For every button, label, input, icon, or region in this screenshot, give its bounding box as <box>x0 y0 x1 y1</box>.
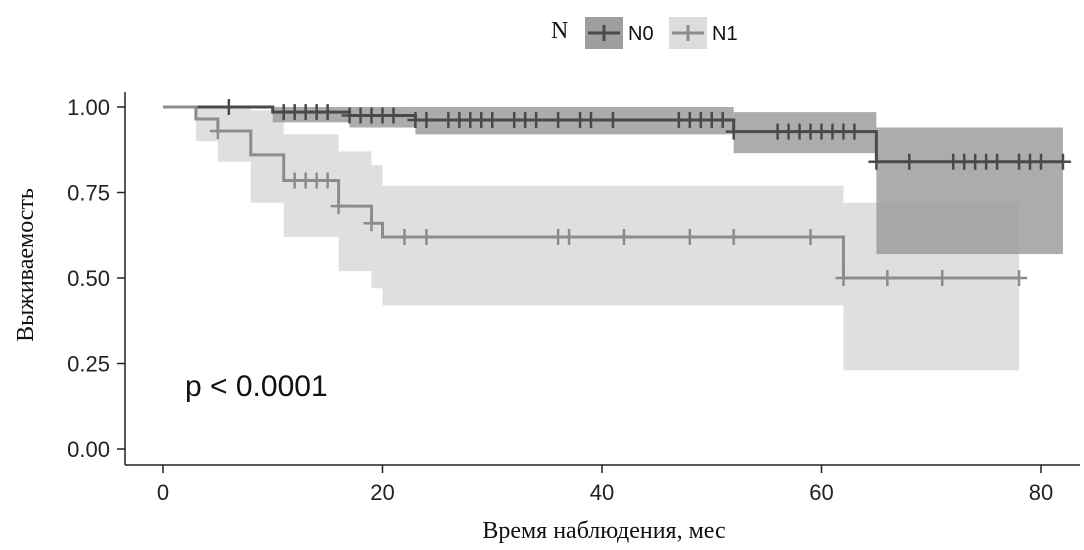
y-tick-label: 0.25 <box>67 352 110 377</box>
censor-mark-n0 <box>484 111 501 128</box>
censor-mark-n1 <box>802 228 819 245</box>
ci-band-n1 <box>382 185 844 306</box>
censor-mark-n1 <box>1011 270 1028 286</box>
censor-mark-n1 <box>681 228 698 245</box>
censor-mark-n0 <box>528 111 545 128</box>
ci-band-n0 <box>876 127 1063 255</box>
ticks: 0 20 40 60 80 0.00 0.25 0.50 0.75 1.00 <box>67 95 1053 505</box>
confidence-bands <box>195 107 1063 371</box>
x-tick-label: 40 <box>590 480 614 505</box>
y-tick-label: 0.75 <box>67 181 110 206</box>
censor-mark-n1 <box>363 215 380 232</box>
legend-cross-n1 <box>680 25 696 41</box>
censor-mark-n0 <box>1054 153 1071 170</box>
censor-mark-n1 <box>209 122 226 139</box>
censor-mark-n1 <box>418 228 435 245</box>
x-tick-label: 20 <box>370 480 394 505</box>
x-axis-title: Время наблюдения, мес <box>482 518 725 544</box>
ci-band-n1 <box>250 110 284 203</box>
censor-mark-n0 <box>385 107 402 124</box>
censor-mark-n0 <box>1033 153 1049 170</box>
censor-mark-n0 <box>583 111 600 128</box>
x-tick-label: 60 <box>809 480 833 505</box>
p-value-annotation: p < 0.0001 <box>185 370 328 403</box>
censor-mark-n0 <box>319 104 336 121</box>
censor-mark-n1 <box>879 270 896 286</box>
censor-mark-n1 <box>934 270 951 286</box>
y-axis-title: Выживаемость <box>13 188 39 342</box>
censor-mark-n0 <box>846 123 863 140</box>
legend-cross-n0 <box>596 25 612 41</box>
y-tick-label: 0.00 <box>67 437 110 462</box>
censor-mark-n1 <box>330 198 347 215</box>
censor-mark-n1 <box>835 270 852 286</box>
ci-band-n1 <box>217 107 251 162</box>
censor-mark-n0 <box>418 111 435 128</box>
censor-mark-n1 <box>396 228 413 245</box>
x-tick-label: 0 <box>157 480 169 505</box>
x-tick-label: 80 <box>1029 480 1053 505</box>
censor-mark-n1 <box>319 172 336 189</box>
censor-mark-n0 <box>989 153 1006 170</box>
censor-mark-n0 <box>714 111 731 128</box>
censor-mark-n0 <box>604 111 621 128</box>
ci-band-n1 <box>371 165 383 289</box>
censor-mark-n0 <box>901 153 918 170</box>
censor-mark-n1 <box>615 228 632 245</box>
ci-band-n1 <box>283 134 339 237</box>
censor-mark-n1 <box>561 228 578 245</box>
legend-label-n0: N0 <box>628 23 654 45</box>
censor-marks <box>209 99 1071 286</box>
y-tick-label: 1.00 <box>67 95 110 120</box>
legend-title: N <box>551 18 568 44</box>
legend: N N0 N1 <box>551 17 738 49</box>
censor-mark-n0 <box>550 111 567 128</box>
ci-band-n1 <box>338 151 372 272</box>
legend-label-n1: N1 <box>712 23 738 45</box>
censor-mark-n0 <box>725 123 742 140</box>
censor-mark-n0 <box>220 99 237 115</box>
ci-band-n1 <box>195 107 218 142</box>
y-tick-label: 0.50 <box>67 266 110 291</box>
censor-mark-n1 <box>725 228 742 245</box>
censor-mark-n0 <box>868 153 885 170</box>
